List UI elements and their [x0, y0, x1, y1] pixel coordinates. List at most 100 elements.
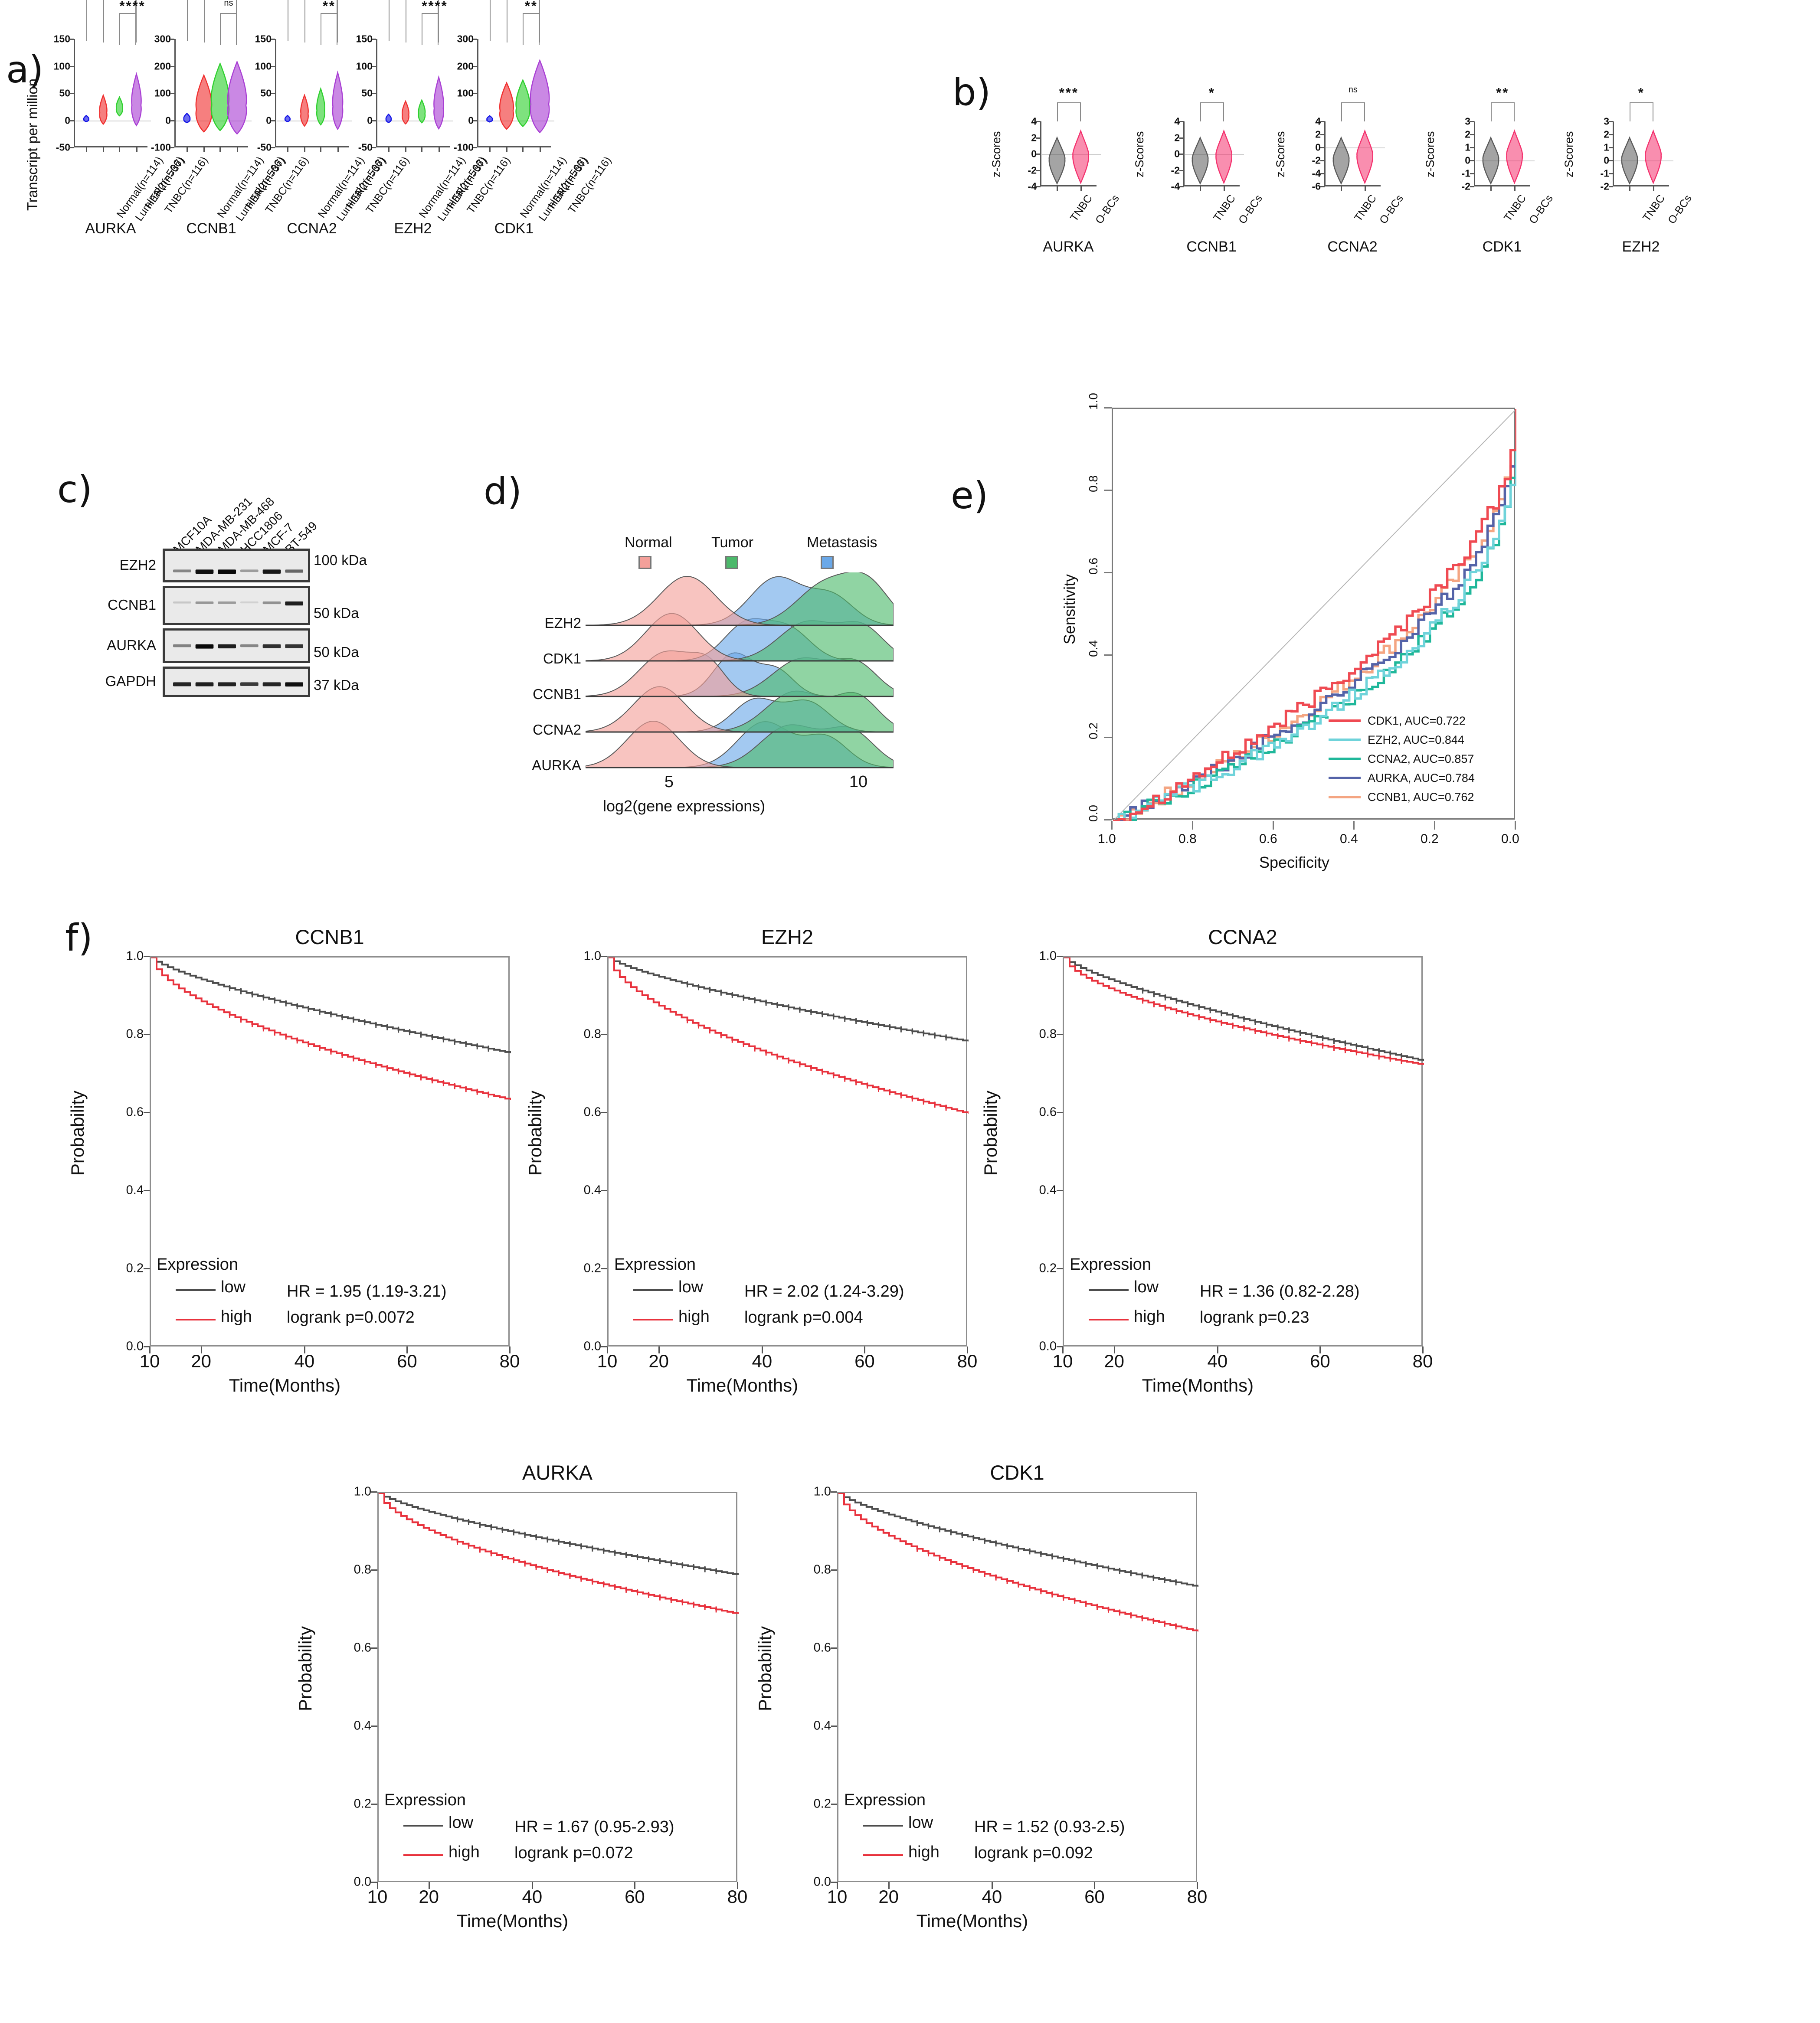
- x-axis: [1613, 185, 1669, 186]
- panel-b-gene-label: CDK1: [1482, 239, 1522, 255]
- km-y-tickmark: [831, 1647, 837, 1649]
- km-curve-low: [609, 958, 969, 1042]
- km-x-tickmark: [531, 1882, 533, 1889]
- y-tick-label: 50: [59, 87, 70, 99]
- km-x-tick-0: 10: [827, 1886, 848, 1907]
- km-x-tick-4: 80: [957, 1351, 978, 1371]
- km-y-tick-5: 0.0: [813, 1875, 831, 1889]
- band-CCNB1-2: [218, 601, 236, 604]
- roc-legend-row-3: AURKA, AUC=0.784: [1329, 768, 1475, 788]
- km-svg: [379, 1493, 739, 1614]
- x-axis: [275, 146, 349, 147]
- sig-bracket: [220, 13, 237, 45]
- band-EZH2-3: [240, 569, 259, 572]
- violins: [1621, 129, 1662, 185]
- band-EZH2-0: [173, 569, 191, 572]
- band-AURKA-0: [173, 644, 191, 647]
- km-y-tick-4: 0.2: [1039, 1261, 1057, 1275]
- km-x-tick-4: 80: [1187, 1886, 1208, 1907]
- km-ylabel-CDK1: Probability: [755, 1626, 775, 1712]
- km-xlabel-CDK1: Time(Months): [916, 1911, 1028, 1931]
- panel-b-gene-label: CCNA2: [1327, 239, 1378, 255]
- km-x-tick-0: 10: [139, 1351, 160, 1371]
- violin-O-BCs: [1356, 129, 1373, 184]
- roc-x-tick-2: 0.6: [1259, 832, 1277, 846]
- legend-label-Tumor: Tumor: [711, 534, 753, 551]
- km-x-tickmark: [1422, 1346, 1424, 1353]
- km-title-CCNA2: CCNA2: [1208, 925, 1277, 948]
- km-y-tickmark: [831, 1882, 837, 1883]
- blot-row-GAPDH: [163, 667, 310, 697]
- km-y-tickmark: [1057, 956, 1063, 957]
- y-tickmark: [1320, 147, 1325, 148]
- legend-label-Normal: Normal: [625, 534, 672, 551]
- km-y-tick-1: 0.8: [354, 1562, 371, 1577]
- km-x-tickmark: [1319, 1346, 1321, 1353]
- y-tickmark: [1179, 121, 1184, 122]
- km-y-tickmark: [371, 1647, 377, 1649]
- sig-bracket: [422, 13, 439, 45]
- roc-y-tickmark: [1104, 654, 1112, 656]
- roc-y-tick-0: 0.0: [1087, 805, 1100, 822]
- y-tickmark: [473, 65, 477, 67]
- roc-x-tickmark: [1192, 821, 1193, 830]
- km-y-tickmark: [601, 956, 607, 957]
- violins: [1332, 129, 1373, 185]
- x-tickmark: [1364, 186, 1366, 191]
- y-tickmark: [1320, 121, 1325, 122]
- x-tickmark: [1200, 186, 1201, 191]
- y-tickmark: [372, 65, 376, 67]
- y-tickmark: [69, 93, 74, 94]
- violin-TNBC: [1621, 136, 1638, 185]
- y-tickmark: [1036, 137, 1041, 139]
- km-y-tick-5: 0.0: [126, 1339, 144, 1353]
- x-axis: [1324, 185, 1381, 186]
- y-tick-label: 0: [468, 114, 474, 126]
- violin-TNBC: [1048, 136, 1066, 185]
- y-tickmark: [69, 120, 74, 121]
- band-GAPDH-5: [285, 682, 303, 687]
- km-x-tickmark: [1062, 1346, 1064, 1353]
- roc-legend-label-3: AURKA, AUC=0.784: [1368, 771, 1475, 784]
- y-axis: [1613, 121, 1614, 186]
- km-legend-line-high: [176, 1319, 216, 1320]
- panel-a-chart-CDK1: 300 200 100 0 -100 Normal(n=114) Luminal(n=566…: [454, 0, 614, 223]
- y-tickmark: [69, 39, 74, 40]
- panel-b-gene-label: CCNB1: [1186, 239, 1237, 255]
- violin-HER2(n=37): [316, 87, 325, 126]
- y-tick-label: 300: [154, 33, 171, 45]
- band-AURKA-4: [262, 644, 281, 648]
- km-hr-AURKA: HR = 1.67 (0.95-2.93): [514, 1818, 674, 1836]
- km-svg: [1064, 958, 1424, 1065]
- panel-b-ylabel: z-Scores: [990, 131, 1003, 177]
- km-title-AURKA: AURKA: [522, 1461, 592, 1484]
- km-legend-title-CCNB1: Expression: [157, 1255, 238, 1274]
- roc-y-tickmark: [1104, 572, 1112, 573]
- km-legend-title-CDK1: Expression: [844, 1791, 926, 1809]
- x-tickmark: [1629, 186, 1630, 191]
- km-logrank-AURKA: logrank p=0.072: [514, 1844, 633, 1862]
- violin-Luminal(n=566): [195, 74, 213, 133]
- y-tick-label: -4: [1028, 180, 1037, 192]
- blot-bands: [165, 551, 308, 580]
- y-tick-label: -6: [1312, 180, 1321, 192]
- x-tick-label: TNBC: [1068, 193, 1095, 224]
- y-tickmark: [1609, 147, 1613, 148]
- km-y-tickmark: [144, 1190, 150, 1191]
- km-legend-line-low: [403, 1825, 443, 1827]
- km-curve-low: [838, 1493, 1198, 1587]
- km-x-tickmark: [888, 1882, 890, 1889]
- x-tickmark: [219, 147, 221, 152]
- x-tickmark: [522, 147, 524, 152]
- y-tickmark: [170, 93, 174, 94]
- zero-line: [1042, 154, 1101, 155]
- blot-row-AURKA: [163, 628, 310, 663]
- km-y-tick-1: 0.8: [813, 1562, 831, 1577]
- km-y-tick-2: 0.6: [813, 1641, 831, 1655]
- significance-marker: *: [1638, 85, 1645, 100]
- band-CCNB1-4: [262, 601, 281, 605]
- significance-marker: ****: [422, 0, 448, 13]
- y-tick-label: -50: [56, 141, 70, 153]
- km-xlabel-AURKA: Time(Months): [456, 1911, 569, 1931]
- violin-TNBC(n=116): [530, 59, 550, 134]
